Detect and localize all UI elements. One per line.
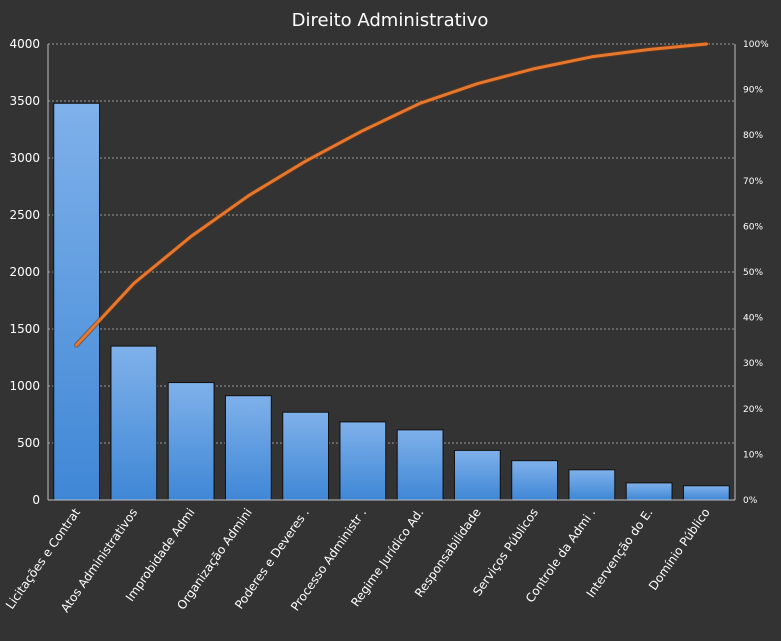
- bar: [625, 482, 673, 501]
- bar: [568, 469, 616, 501]
- bar: [396, 429, 444, 501]
- y-tick-label: 2500: [9, 208, 40, 222]
- bar: [453, 449, 501, 501]
- y-tick-label: 500: [17, 436, 40, 450]
- chart-title: Direito Administrativo: [292, 10, 489, 31]
- y-tick-label: 2000: [9, 265, 40, 279]
- y-tick-label: 0: [32, 493, 40, 507]
- y-tick-label: 3500: [9, 94, 40, 108]
- bar: [682, 485, 730, 501]
- cumulative-line: [75, 42, 708, 347]
- bar-layer: [53, 102, 730, 501]
- y2-tick-label: 100%: [743, 40, 769, 50]
- y2-tick-label: 90%: [743, 86, 763, 96]
- y2-tick-label: 80%: [743, 131, 763, 141]
- bar: [282, 411, 330, 501]
- y-tick-label: 3000: [9, 151, 40, 165]
- grid-layer: [48, 43, 735, 444]
- bar: [224, 395, 272, 501]
- y2-tick-label: 70%: [743, 177, 763, 187]
- y2-tick-label: 30%: [743, 359, 763, 369]
- y-tick-label: 4000: [9, 37, 40, 51]
- x-tick-label: Intervenção do E.: [584, 506, 656, 600]
- x-tick-label: Domínio Público: [646, 506, 713, 593]
- y2-tick-label: 50%: [743, 268, 763, 278]
- bar: [339, 421, 387, 501]
- y2-tick-label: 60%: [743, 222, 763, 232]
- bar: [53, 102, 101, 501]
- axis-layer: 0 500 1000 1500 2000 2500 3000 3500 4000 0% 10% 20%…: [3, 37, 769, 615]
- bar: [167, 382, 215, 501]
- y-tick-label: 1500: [9, 322, 40, 336]
- cumulative-line-shadow: [74, 41, 709, 348]
- y2-tick-label: 0%: [743, 496, 758, 506]
- line-layer: [74, 41, 709, 348]
- bar: [110, 345, 158, 501]
- y2-tick-label: 40%: [743, 314, 763, 324]
- y-tick-label: 1000: [9, 379, 40, 393]
- y2-tick-label: 20%: [743, 405, 763, 415]
- y2-tick-label: 10%: [743, 450, 763, 460]
- bar: [511, 460, 559, 501]
